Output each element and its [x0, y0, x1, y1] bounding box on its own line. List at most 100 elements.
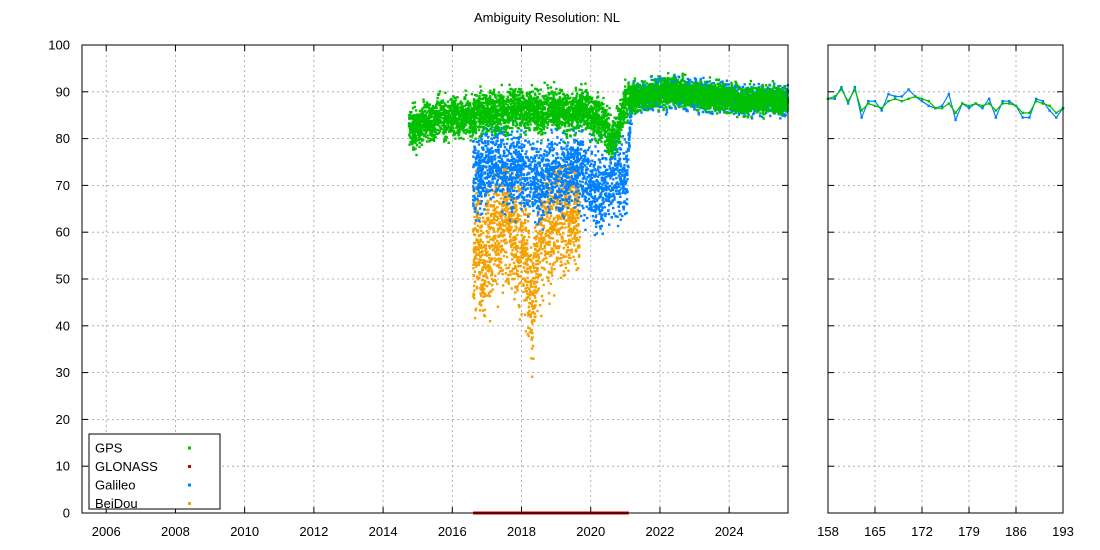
- data-point-beidou: [533, 294, 536, 298]
- data-point-beidou: [518, 305, 521, 309]
- data-point-galileo: [603, 179, 607, 183]
- data-point-galileo: [562, 169, 566, 173]
- data-point-galileo: [567, 158, 571, 161]
- data-point-galileo: [514, 168, 518, 171]
- data-point-beidou: [482, 231, 485, 235]
- data-point-galileo: [544, 169, 547, 173]
- data-point-beidou: [551, 195, 554, 199]
- data-point-galileo: [625, 150, 628, 153]
- data-point-galileo: [550, 199, 554, 203]
- data-point-galileo: [606, 182, 609, 185]
- y-tick-label: 30: [56, 365, 70, 380]
- data-point-galileo: [638, 83, 642, 87]
- data-point-beidou: [552, 224, 555, 228]
- data-point-beidou: [497, 235, 500, 239]
- data-point-galileo: [711, 112, 714, 116]
- data-point-beidou: [519, 260, 523, 264]
- data-point-beidou: [507, 222, 511, 226]
- data-point-beidou: [573, 220, 576, 224]
- data-point-beidou: [534, 247, 537, 251]
- data-point-galileo: [490, 155, 493, 159]
- data-point-beidou: [496, 305, 500, 308]
- data-point-galileo: [488, 165, 491, 168]
- data-point-beidou: [494, 274, 497, 278]
- data-point-beidou: [550, 250, 553, 253]
- data-point-beidou: [477, 263, 481, 266]
- data-point-galileo: [572, 178, 575, 181]
- data-point-galileo: [665, 108, 668, 111]
- data-point-galileo: [623, 177, 626, 181]
- data-point-galileo: [608, 164, 611, 168]
- data-point-beidou: [510, 245, 513, 249]
- data-point-beidou: [556, 245, 559, 248]
- data-point-beidou: [487, 194, 490, 197]
- data-point-galileo: [517, 174, 520, 178]
- data-point-beidou: [489, 259, 492, 263]
- data-point-beidou: [537, 262, 540, 265]
- data-point-galileo: [491, 169, 495, 172]
- data-point-beidou: [517, 274, 520, 278]
- data-point-galileo: [654, 102, 657, 105]
- data-point-beidou: [536, 267, 540, 270]
- data-point-beidou: [572, 241, 575, 244]
- data-point-galileo: [576, 142, 580, 146]
- data-point-beidou: [520, 230, 524, 233]
- data-point-galileo: [593, 200, 596, 204]
- data-point-galileo: [512, 184, 516, 187]
- data-point-galileo: [601, 176, 604, 180]
- data-point-galileo: [534, 221, 537, 224]
- data-point-galileo: [561, 179, 564, 183]
- x-tick-label: 2022: [645, 524, 674, 539]
- data-point-galileo: [725, 79, 729, 82]
- data-point-beidou: [539, 273, 543, 276]
- data-point-beidou: [501, 272, 504, 276]
- data-point-beidou: [486, 294, 490, 297]
- data-point-galileo: [596, 168, 600, 171]
- data-point-galileo: [612, 194, 616, 197]
- data-point-beidou: [515, 244, 518, 248]
- data-point-beidou: [552, 203, 555, 207]
- data-point-beidou: [547, 279, 550, 283]
- data-point-beidou: [574, 231, 577, 235]
- data-point-beidou: [526, 267, 529, 270]
- data-point-galileo: [516, 155, 519, 159]
- data-point-galileo: [480, 140, 484, 144]
- data-point-beidou: [568, 220, 572, 223]
- data-point-beidou: [485, 254, 489, 257]
- data-point-galileo: [581, 180, 584, 184]
- data-point-beidou: [501, 219, 504, 222]
- data-point-beidou: [562, 254, 565, 258]
- data-point-galileo: [488, 157, 491, 161]
- data-point-beidou: [575, 231, 578, 234]
- data-point-beidou: [490, 258, 494, 261]
- data-point-galileo: [496, 169, 500, 172]
- data-point-beidou: [547, 229, 550, 233]
- data-point-galileo: [617, 185, 621, 188]
- data-point-beidou: [487, 240, 491, 244]
- data-point-beidou: [556, 222, 559, 226]
- data-point-beidou: [504, 216, 507, 219]
- data-point-galileo: [718, 111, 722, 114]
- data-point-beidou: [571, 190, 574, 193]
- data-point-galileo: [743, 92, 746, 95]
- data-point-beidou: [489, 290, 492, 293]
- data-point-galileo: [482, 132, 485, 135]
- data-point-beidou: [530, 303, 533, 306]
- data-point-beidou: [532, 266, 536, 270]
- data-point-galileo: [601, 186, 605, 190]
- data-point-galileo: [491, 151, 494, 154]
- data-point-beidou: [479, 229, 483, 232]
- data-point-galileo: [504, 155, 507, 158]
- data-point-beidou: [544, 241, 547, 244]
- data-point-galileo: [769, 114, 772, 118]
- data-point-galileo: [734, 84, 737, 87]
- data-point-galileo: [606, 175, 609, 178]
- data-point-galileo: [524, 139, 527, 142]
- data-point-beidou: [552, 226, 555, 230]
- data-point-galileo: [507, 133, 511, 137]
- data-point-beidou: [559, 264, 562, 267]
- data-point-galileo: [565, 148, 569, 151]
- data-point-galileo: [576, 199, 579, 203]
- data-point-beidou: [524, 261, 527, 264]
- data-point-galileo: [625, 154, 629, 157]
